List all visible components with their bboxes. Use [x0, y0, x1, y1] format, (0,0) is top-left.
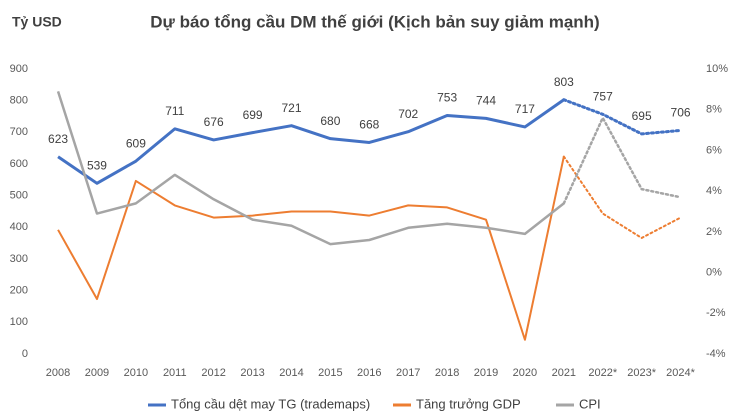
- x-tick-label: 2022*: [588, 367, 617, 379]
- x-tick-label: 2019: [474, 367, 498, 379]
- data-label: 706: [671, 106, 691, 120]
- x-tick-label: 2009: [85, 367, 109, 379]
- data-label: 680: [320, 114, 340, 128]
- x-tick-label: 2020: [513, 367, 537, 379]
- y-tick-label: 300: [10, 253, 28, 265]
- data-label: 539: [87, 158, 107, 172]
- forecast-line: [562, 155, 682, 239]
- x-tick-label: 2015: [318, 367, 342, 379]
- x-tick-label: 2013: [240, 367, 264, 379]
- y2-tick-label: 10%: [706, 63, 728, 75]
- data-label: 803: [554, 75, 574, 89]
- y-tick-label: 900: [10, 63, 28, 75]
- x-tick-label: 2011: [163, 367, 187, 379]
- data-label: 721: [281, 101, 301, 115]
- series-line: [57, 98, 565, 185]
- data-label: 717: [515, 102, 535, 116]
- data-label: 609: [126, 136, 146, 150]
- y-tick-label: 500: [10, 190, 28, 202]
- x-tick-label: 2024*: [666, 367, 695, 379]
- x-tick-label: 2021: [552, 367, 576, 379]
- y-tick-label: 700: [10, 126, 28, 138]
- forecast-line: [562, 98, 683, 136]
- x-tick-label: 2014: [279, 367, 303, 379]
- y2-tick-label: 0%: [706, 266, 722, 278]
- data-label: 695: [632, 109, 652, 123]
- x-tick-label: 2008: [46, 367, 70, 379]
- x-tick-label: 2023*: [627, 367, 656, 379]
- data-label: 702: [398, 107, 418, 121]
- chart-title: Dự báo tổng cầu DM thế giới (Kịch bản su…: [150, 12, 599, 31]
- y-axis-label: Tỷ USD: [12, 14, 62, 30]
- data-label: 623: [48, 132, 68, 146]
- x-tick-label: 2018: [435, 367, 459, 379]
- y2-tick-label: 6%: [706, 144, 722, 156]
- x-tick-label: 2016: [357, 367, 381, 379]
- y2-tick-label: 2%: [706, 226, 722, 238]
- legend-label: Tăng trưởng GDP: [416, 396, 521, 411]
- forecast-line: [562, 116, 682, 205]
- data-label: 711: [165, 104, 184, 118]
- y-tick-label: 600: [10, 158, 28, 170]
- data-label: 699: [243, 108, 263, 122]
- y-tick-label: 800: [10, 95, 28, 107]
- y-tick-label: 0: [22, 348, 28, 360]
- x-tick-label: 2012: [201, 367, 225, 379]
- series-line: [56, 91, 565, 246]
- data-label: 668: [359, 118, 379, 132]
- data-label: 757: [593, 89, 613, 103]
- legend-label: Tổng cầu dệt may TG (trademaps): [171, 396, 370, 411]
- y-tick-label: 400: [10, 221, 28, 233]
- data-label: 744: [476, 94, 496, 108]
- y-tick-label: 200: [10, 285, 28, 297]
- y2-tick-label: 8%: [706, 104, 722, 116]
- y-tick-label: 100: [10, 316, 28, 328]
- data-label: 753: [437, 91, 457, 105]
- y2-tick-label: 4%: [706, 185, 722, 197]
- x-tick-label: 2017: [396, 367, 420, 379]
- y2-tick-label: -4%: [706, 348, 726, 360]
- y2-tick-label: -2%: [706, 307, 726, 319]
- x-tick-label: 2010: [124, 367, 148, 379]
- legend-label: CPI: [579, 396, 601, 411]
- series-line: [57, 156, 565, 341]
- data-label: 676: [204, 115, 224, 129]
